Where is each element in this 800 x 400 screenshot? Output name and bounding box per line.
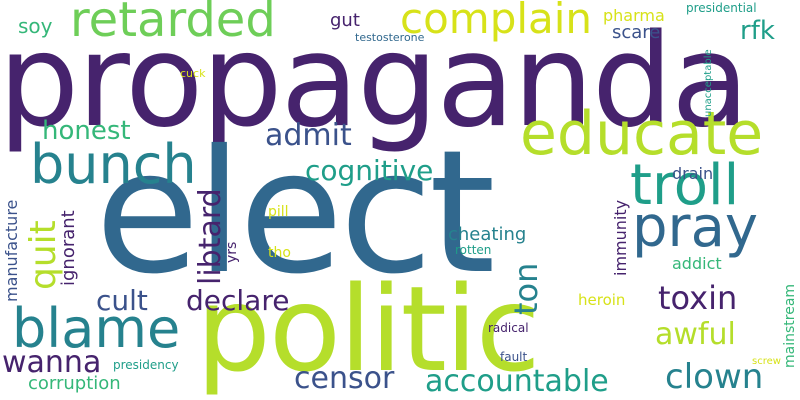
word-awful: awful — [655, 317, 736, 352]
word-scare: scare — [612, 22, 661, 43]
word-mainstream: mainstream — [782, 283, 798, 368]
word-declare: declare — [186, 284, 290, 317]
word-presidency: presidency — [113, 358, 179, 372]
word-yrs: yrs — [224, 241, 240, 263]
word-corruption: corruption — [28, 373, 121, 394]
word-propaganda: propaganda — [0, 7, 750, 156]
word-cognitive: cognitive — [305, 154, 434, 187]
word-educate: educate — [520, 99, 764, 169]
word-addict: addict — [672, 254, 722, 273]
word-radical: radical — [488, 321, 529, 335]
word-gut: gut — [330, 10, 360, 31]
word-cheating: cheating — [448, 224, 527, 245]
word-heroin: heroin — [578, 291, 626, 309]
word-ton: ton — [507, 262, 545, 315]
word-complain: complain — [400, 0, 593, 43]
word-libtard: libtard — [193, 188, 228, 285]
word-accountable: accountable — [425, 364, 609, 399]
word-troll: troll — [630, 153, 740, 218]
word-admit: admit — [265, 118, 352, 153]
word-retarded: retarded — [70, 0, 276, 48]
word-elect: elect — [95, 114, 496, 312]
word-rfk: rfk — [740, 16, 775, 46]
word-drain: drain — [672, 164, 714, 183]
word-soy: soy — [18, 14, 53, 38]
word-tho: tho — [268, 245, 291, 261]
word-immunity: immunity — [611, 199, 630, 276]
word-quit: quit — [23, 220, 64, 290]
word-screw: screw — [752, 356, 781, 367]
word-testosterone: testosterone — [355, 31, 425, 44]
word-unacceptable: unacceptable — [703, 49, 714, 117]
word-fault: fault — [500, 350, 528, 364]
word-cult: cult — [96, 284, 148, 317]
word-politic: politic — [196, 260, 541, 398]
word-ignorant: ignorant — [58, 210, 79, 286]
word-censor: censor — [294, 361, 395, 396]
word-bunch: bunch — [30, 133, 197, 196]
word-pray: pray — [632, 195, 759, 260]
word-cuck: cuck — [180, 67, 206, 80]
word-pill: pill — [268, 204, 289, 220]
word-presidential: presidential — [686, 1, 757, 15]
word-rotten: rotten — [455, 243, 492, 257]
word-honest: honest — [42, 116, 131, 146]
word-toxin: toxin — [658, 279, 738, 317]
word-blame: blame — [12, 297, 181, 360]
word-manufacture: manufacture — [2, 199, 21, 302]
word-clown: clown — [665, 357, 764, 397]
word-wanna: wanna — [2, 345, 102, 380]
word-pharma: pharma — [603, 6, 665, 25]
